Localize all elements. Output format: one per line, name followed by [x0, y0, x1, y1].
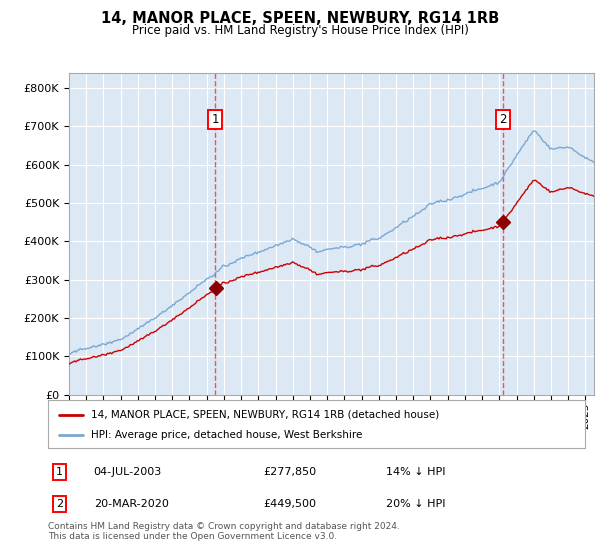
Text: 2: 2 [499, 113, 507, 126]
Text: 14, MANOR PLACE, SPEEN, NEWBURY, RG14 1RB (detached house): 14, MANOR PLACE, SPEEN, NEWBURY, RG14 1R… [91, 410, 439, 419]
Text: 1: 1 [56, 466, 64, 477]
Text: 04-JUL-2003: 04-JUL-2003 [94, 466, 162, 477]
Text: 20-MAR-2020: 20-MAR-2020 [94, 499, 169, 509]
Text: £277,850: £277,850 [263, 466, 316, 477]
Text: £449,500: £449,500 [263, 499, 316, 509]
Text: 2: 2 [56, 499, 64, 509]
Text: 14, MANOR PLACE, SPEEN, NEWBURY, RG14 1RB: 14, MANOR PLACE, SPEEN, NEWBURY, RG14 1R… [101, 11, 499, 26]
Text: 14% ↓ HPI: 14% ↓ HPI [386, 466, 446, 477]
Text: Price paid vs. HM Land Registry's House Price Index (HPI): Price paid vs. HM Land Registry's House … [131, 24, 469, 37]
Text: 20% ↓ HPI: 20% ↓ HPI [386, 499, 446, 509]
Text: HPI: Average price, detached house, West Berkshire: HPI: Average price, detached house, West… [91, 430, 362, 440]
Text: Contains HM Land Registry data © Crown copyright and database right 2024.
This d: Contains HM Land Registry data © Crown c… [48, 522, 400, 542]
Text: 1: 1 [212, 113, 219, 126]
